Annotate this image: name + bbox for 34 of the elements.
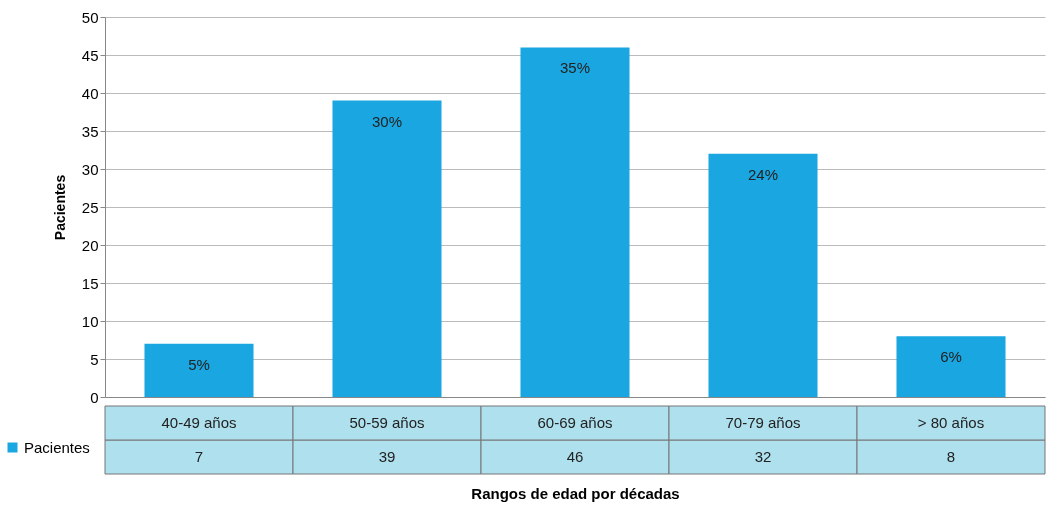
data-label: 32 [754,448,772,465]
y-tick-label: 5 [90,350,99,368]
y-tick-label: 25 [81,198,99,216]
y-tick-label: 15 [81,274,99,292]
bar [520,47,630,397]
y-tick-label: 50 [81,8,99,26]
x-tick-label: > 80 años [917,414,985,431]
annotation: 35% [559,59,591,77]
x-tick-label: 40-49 años [161,414,237,431]
annotation: 5% [188,355,210,373]
legend-label: Pacientes [24,438,90,456]
data-label: 7 [194,448,204,465]
x-tick-label: 60-69 años [537,414,613,431]
data-label: 46 [566,448,584,465]
annotation: 30% [371,112,403,130]
data-label: 39 [378,448,396,465]
x-axis-title: Rangos de edad por décadas [471,484,680,502]
bar [708,153,818,397]
y-axis-title: Pacientes [51,174,68,241]
bar [144,343,254,397]
y-tick-label: 45 [81,46,99,64]
annotation: 6% [940,348,962,366]
data-label: 8 [946,448,956,465]
y-tick-label: 10 [81,312,99,330]
y-tick-label: 40 [81,84,99,102]
x-tick-label: 50-59 años [349,414,425,431]
y-tick-label: 0 [90,388,99,406]
annotation: 24% [747,165,779,183]
y-tick-label: 35 [81,122,99,140]
bar [896,336,1006,397]
y-tick-label: 20 [81,236,99,254]
x-tick-label: 70-79 años [725,414,801,431]
y-tick-label: 30 [81,160,99,178]
bar [332,100,442,397]
